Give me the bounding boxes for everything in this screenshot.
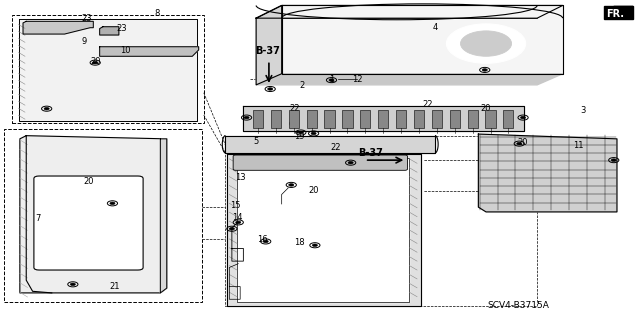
Polygon shape — [256, 74, 563, 85]
Circle shape — [311, 132, 316, 135]
Text: B-37: B-37 — [358, 148, 383, 158]
Polygon shape — [227, 154, 421, 306]
Bar — [342, 110, 353, 128]
Circle shape — [329, 79, 334, 81]
Bar — [253, 110, 263, 128]
Text: 15: 15 — [230, 201, 241, 210]
Polygon shape — [256, 5, 282, 85]
Circle shape — [447, 24, 525, 63]
Polygon shape — [282, 5, 563, 74]
Polygon shape — [23, 21, 93, 34]
Bar — [289, 110, 299, 128]
Text: 20: 20 — [518, 138, 529, 147]
Text: 22: 22 — [331, 143, 341, 152]
Text: 20: 20 — [90, 57, 100, 66]
Text: 6: 6 — [289, 120, 294, 129]
Bar — [396, 110, 406, 128]
Text: 1: 1 — [329, 75, 334, 84]
Text: 18: 18 — [294, 238, 305, 247]
Bar — [360, 110, 371, 128]
Circle shape — [263, 240, 268, 243]
Circle shape — [516, 142, 522, 145]
Circle shape — [482, 69, 487, 71]
Text: 20: 20 — [481, 104, 492, 113]
Text: 11: 11 — [573, 141, 584, 150]
Text: 4: 4 — [433, 23, 438, 32]
Bar — [378, 110, 388, 128]
Text: 19: 19 — [344, 157, 354, 166]
Text: 21: 21 — [109, 282, 120, 291]
Bar — [467, 110, 477, 128]
Circle shape — [93, 61, 98, 64]
Circle shape — [244, 116, 249, 119]
Text: 9: 9 — [81, 38, 86, 47]
Circle shape — [461, 31, 511, 56]
Text: 19: 19 — [294, 132, 305, 141]
Bar — [485, 110, 495, 128]
Bar — [271, 110, 281, 128]
Circle shape — [611, 159, 616, 161]
Circle shape — [229, 227, 234, 230]
Bar — [503, 110, 513, 128]
FancyBboxPatch shape — [233, 155, 408, 170]
Text: 23: 23 — [116, 24, 127, 33]
Text: SCV4-B3715A: SCV4-B3715A — [487, 301, 549, 310]
Bar — [324, 110, 335, 128]
Text: 20: 20 — [84, 177, 94, 186]
Bar — [432, 110, 442, 128]
Polygon shape — [100, 27, 119, 35]
Text: 16: 16 — [257, 235, 268, 244]
Text: 17: 17 — [232, 158, 243, 167]
Text: 23: 23 — [81, 14, 92, 23]
Bar — [12, 15, 204, 123]
Polygon shape — [100, 47, 198, 56]
Text: B-37: B-37 — [255, 46, 280, 56]
Circle shape — [348, 161, 353, 164]
Text: 7: 7 — [35, 214, 40, 223]
Polygon shape — [243, 106, 524, 131]
Polygon shape — [19, 19, 197, 121]
Circle shape — [110, 202, 115, 204]
Text: 13: 13 — [235, 174, 246, 182]
Polygon shape — [604, 6, 633, 19]
FancyBboxPatch shape — [34, 176, 143, 270]
Circle shape — [312, 244, 317, 247]
Polygon shape — [237, 158, 410, 302]
Circle shape — [268, 88, 273, 90]
Circle shape — [44, 108, 49, 110]
Circle shape — [289, 184, 294, 186]
Polygon shape — [478, 134, 617, 212]
Circle shape — [236, 221, 241, 224]
Text: 12: 12 — [352, 75, 362, 84]
Circle shape — [520, 116, 525, 119]
Text: 2: 2 — [300, 81, 305, 90]
Polygon shape — [225, 136, 435, 153]
Text: 8: 8 — [154, 9, 160, 18]
Text: 20: 20 — [308, 186, 319, 195]
Circle shape — [70, 283, 76, 286]
Text: 5: 5 — [253, 137, 259, 145]
Bar — [4, 129, 202, 302]
Text: 22: 22 — [289, 104, 300, 113]
Text: FR.: FR. — [606, 9, 624, 19]
Circle shape — [298, 131, 303, 134]
Polygon shape — [20, 136, 167, 293]
Text: 10: 10 — [120, 46, 131, 56]
Text: 14: 14 — [232, 213, 242, 222]
Polygon shape — [614, 6, 633, 19]
Text: 22: 22 — [422, 100, 433, 109]
Polygon shape — [256, 5, 563, 18]
Text: 3: 3 — [580, 106, 586, 115]
Bar — [450, 110, 460, 128]
Bar — [307, 110, 317, 128]
Polygon shape — [161, 139, 167, 293]
Bar — [414, 110, 424, 128]
